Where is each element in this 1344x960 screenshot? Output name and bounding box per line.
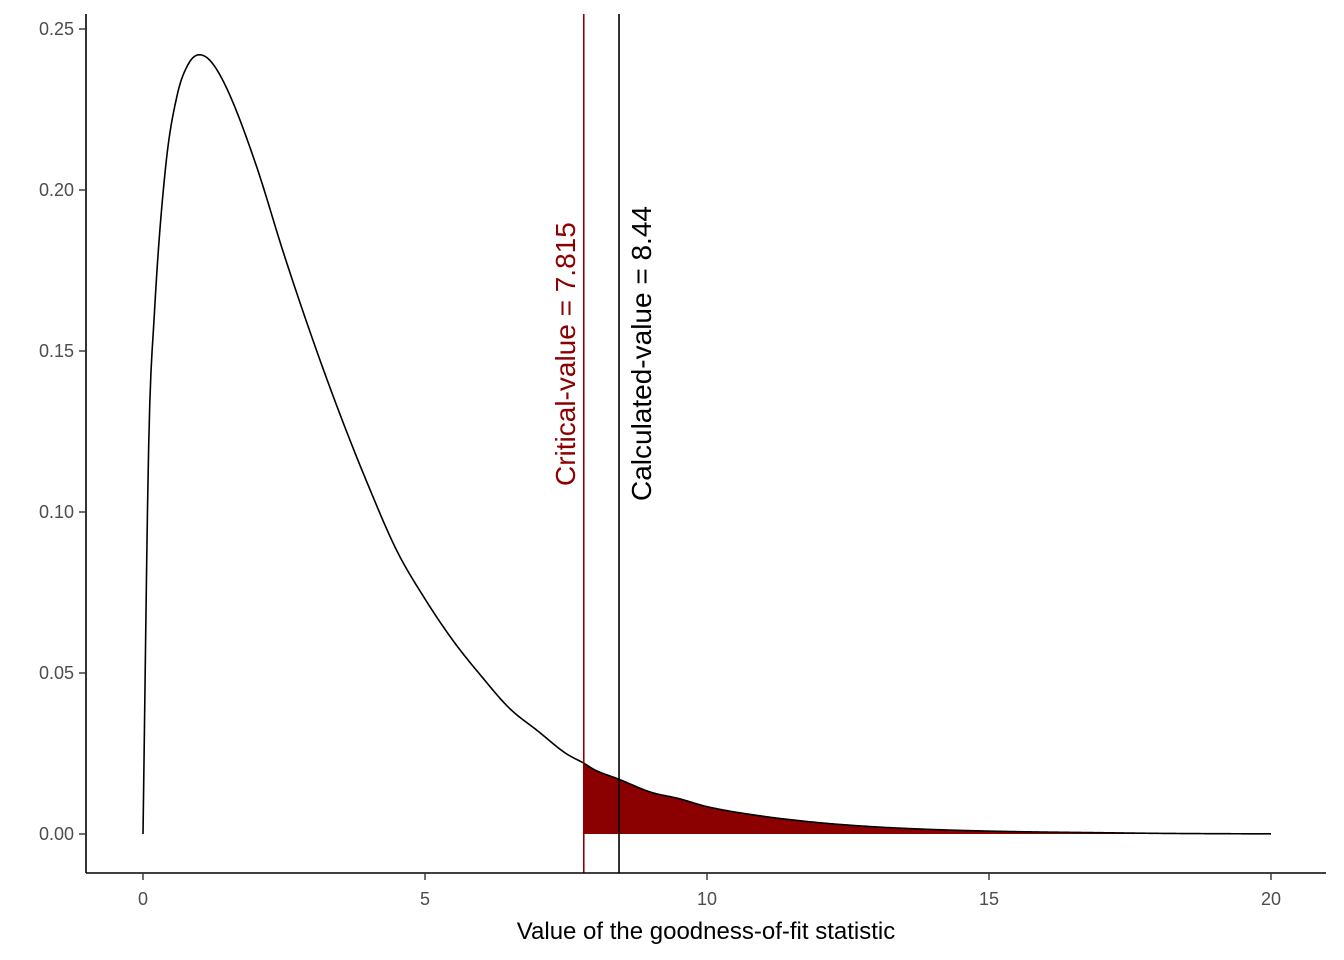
shaded-area-layer (583, 763, 1271, 834)
critical-value-label: Critical-value = 7.815 (550, 222, 581, 486)
density-curve (142, 53, 1271, 835)
y-tick-label: 0.00 (39, 824, 74, 844)
rejection-region-area (583, 763, 1271, 834)
x-tick-label: 10 (697, 889, 717, 909)
density-curve-layer (142, 53, 1271, 835)
x-tick-label: 15 (979, 889, 999, 909)
x-tick-label: 20 (1261, 889, 1281, 909)
vertical-lines-layer: Critical-value = 7.815 Calculated-value =… (550, 14, 657, 873)
x-tick-label: 0 (138, 889, 148, 909)
y-tick-label: 0.05 (39, 663, 74, 683)
y-tick-label: 0.10 (39, 502, 74, 522)
axes-layer: 0 5 10 15 20 0.00 0.05 0.10 0.15 0.20 0.25 (39, 14, 1326, 909)
x-axis-title: Value of the goodness-of-fit statistic (517, 918, 895, 945)
y-tick-label: 0.20 (39, 180, 74, 200)
x-tick-label: 5 (420, 889, 430, 909)
y-tick-label: 0.25 (39, 19, 74, 39)
calculated-value-label: Calculated-value = 8.44 (626, 206, 657, 501)
y-tick-label: 0.15 (39, 341, 74, 361)
